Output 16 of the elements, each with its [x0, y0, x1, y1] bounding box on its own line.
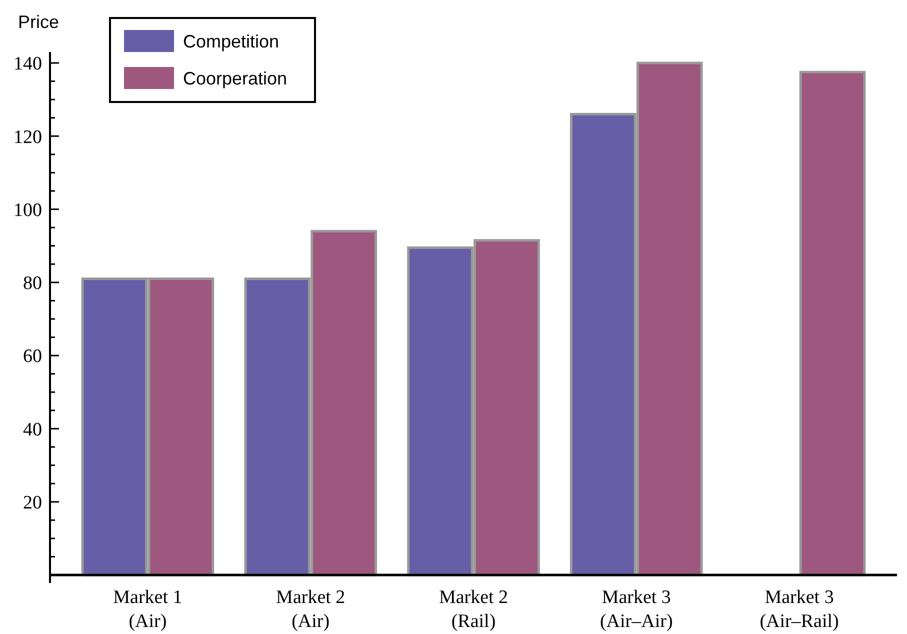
y-tick-label: 40 [23, 419, 42, 440]
x-tick-label: Market 3 (Air–Rail) [760, 587, 839, 632]
x-tick-label: Market 2 (Rail) [438, 587, 508, 632]
x-tick-label: Market 2 (Air) [276, 587, 346, 632]
y-tick-label: 80 [23, 273, 42, 294]
x-tick-label: Market 1 (Air) [113, 587, 182, 632]
x-tick-label: Market 3 (Air–Air) [600, 587, 673, 632]
y-tick-label: 60 [23, 346, 42, 368]
bar [799, 70, 866, 576]
y-axis-title: Price [18, 12, 60, 32]
y-tick-label: 120 [14, 126, 42, 148]
y-tick-label: 100 [14, 200, 42, 221]
legend-label: Coorperation [183, 68, 288, 88]
y-tick-label: 140 [14, 54, 42, 75]
y-tick-label: 20 [23, 492, 42, 514]
legend-label: Competition [183, 31, 280, 52]
